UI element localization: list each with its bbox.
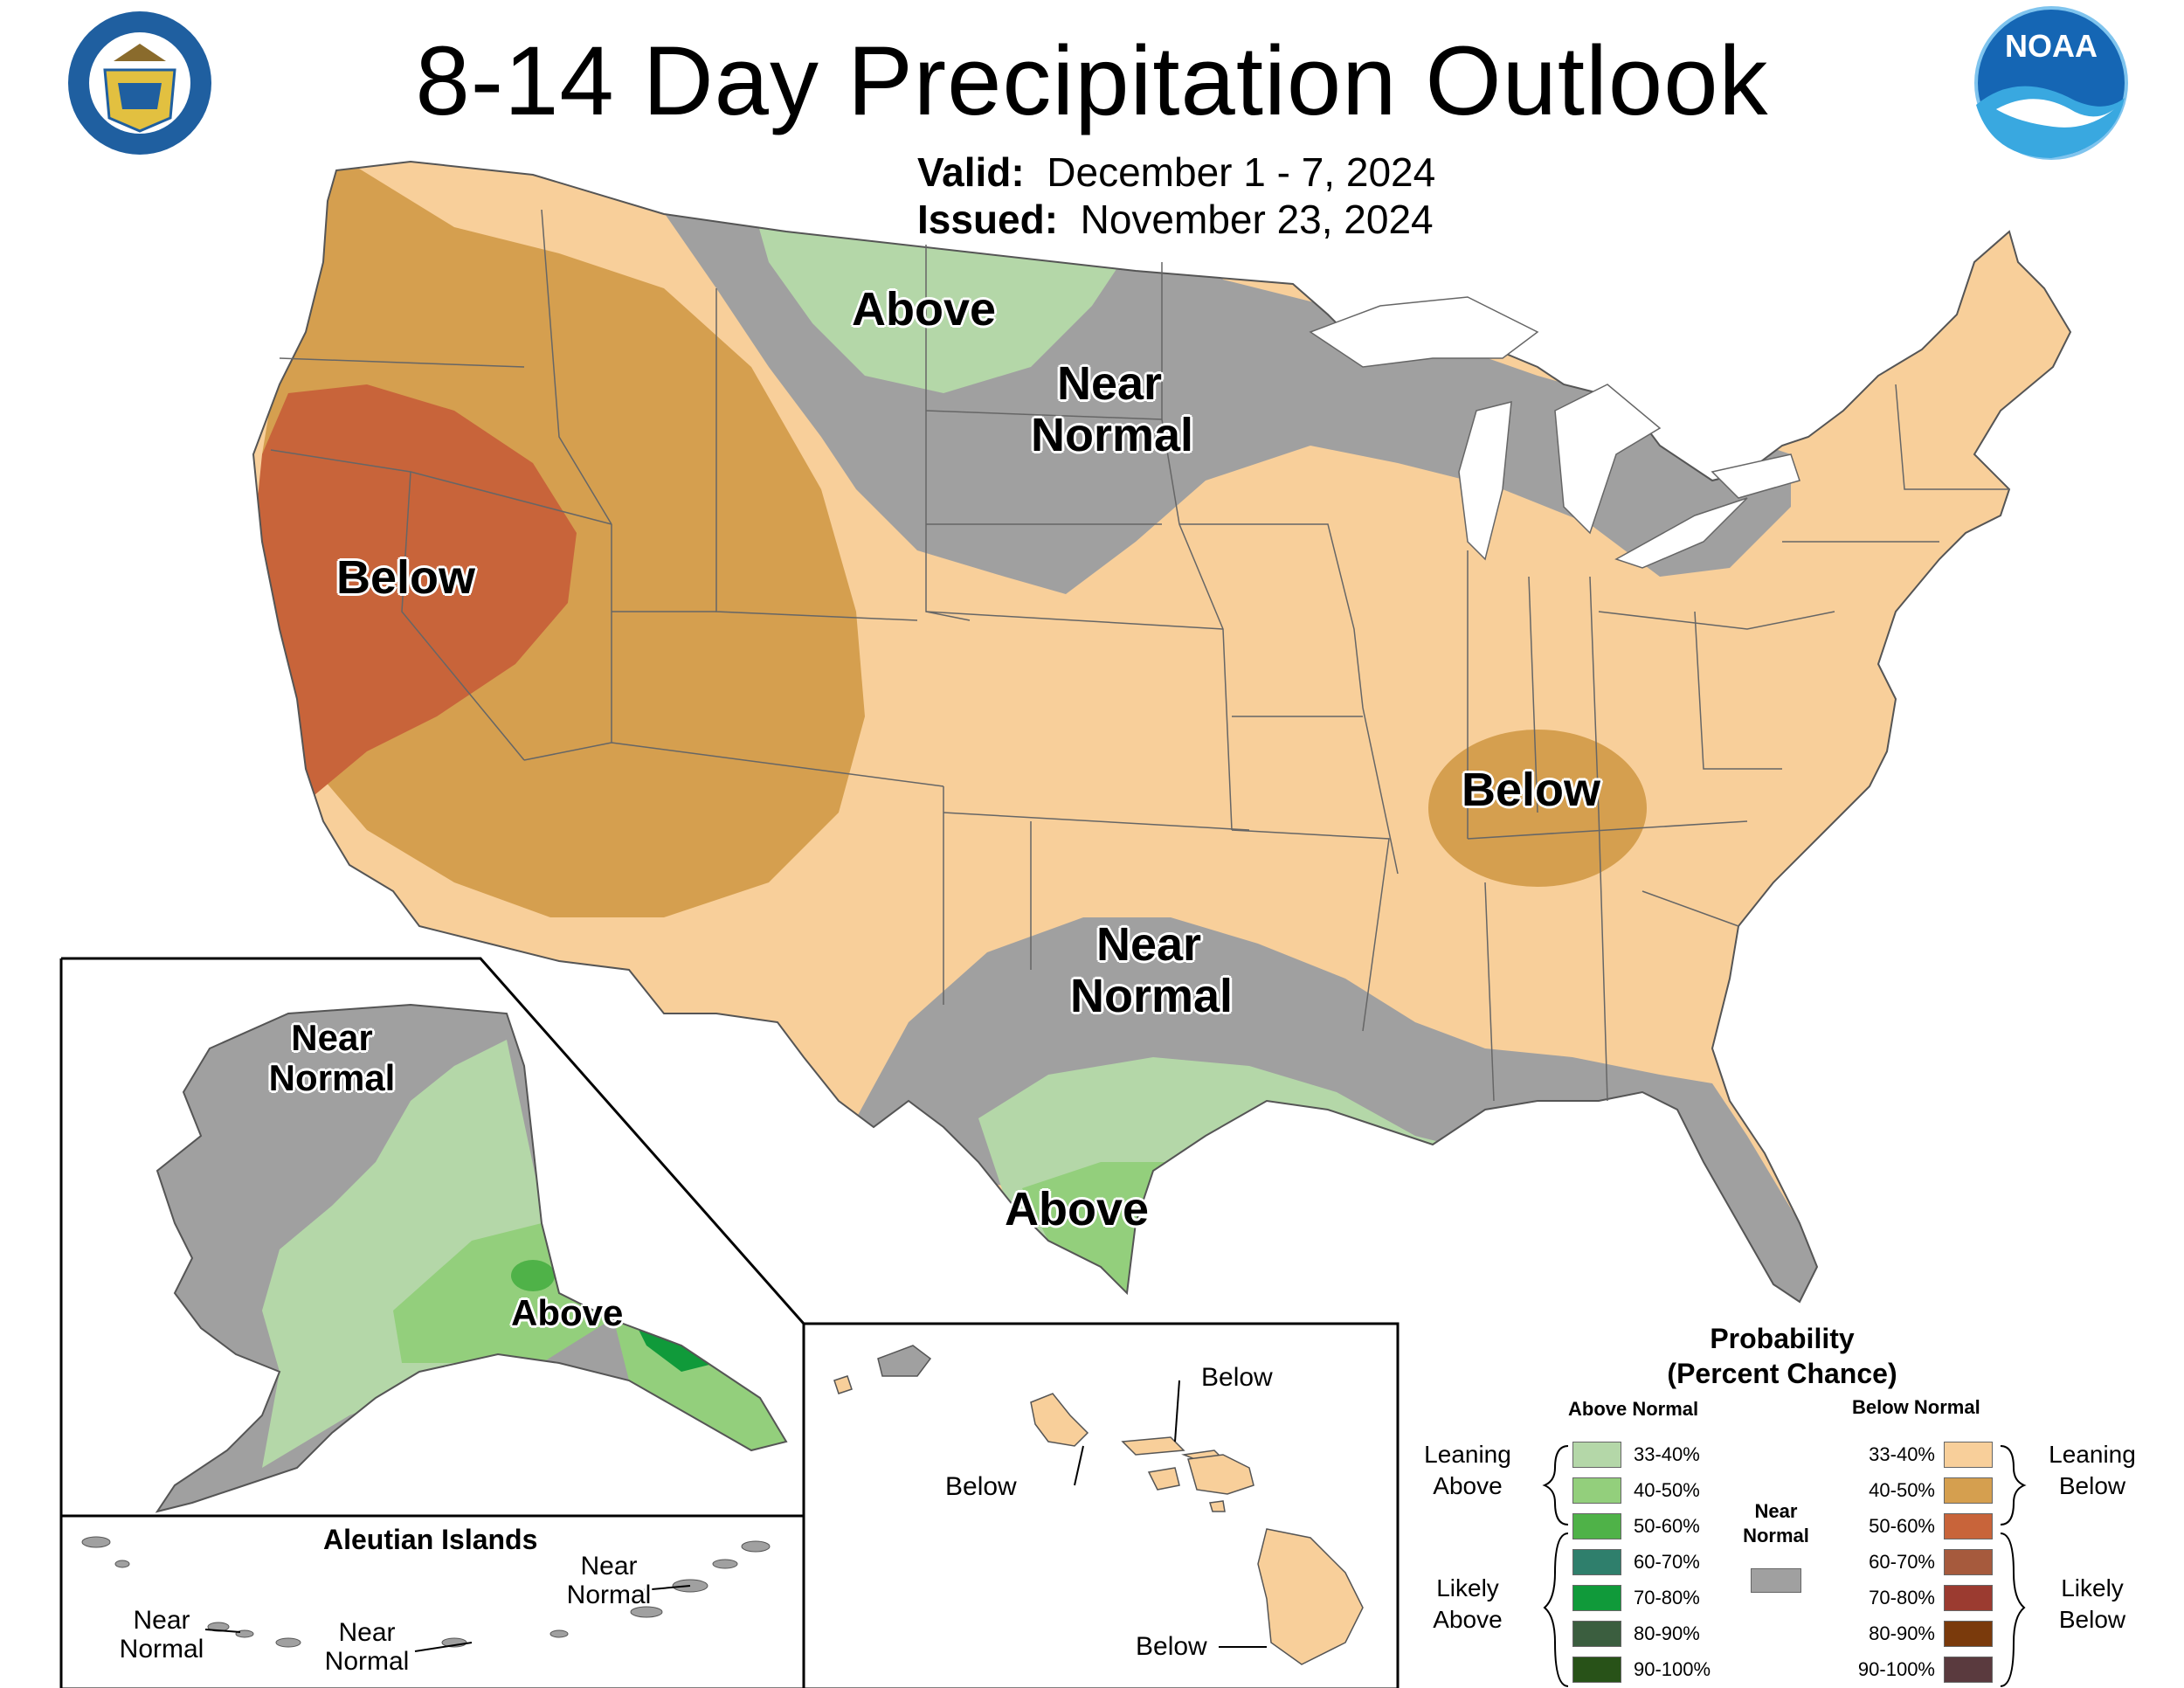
noaa-logo-icon <box>1974 6 2128 160</box>
legend-likely-below-line1: Likely <box>2061 1574 2124 1602</box>
commerce-seal-icon <box>68 11 211 155</box>
noaa-text: NOAA <box>2005 28 2098 64</box>
legend-swatch <box>1944 1585 1993 1611</box>
legend-swatch-label: 70-80% <box>1869 1587 1935 1608</box>
legend-swatch-label: 60-70% <box>1634 1551 1700 1573</box>
legend-likely-below: Likely Below <box>2035 1573 2149 1636</box>
legend-title: Probability (Percent Chance) <box>1642 1321 1922 1391</box>
label-south-near: Near Normal <box>1070 918 1234 1023</box>
legend-leaning-above-line2: Above <box>1433 1472 1503 1499</box>
label-aleut-near-c: Near Normal <box>561 1552 657 1609</box>
legend-swatch <box>1572 1442 1621 1468</box>
label-north-near: Near Normal <box>1031 357 1194 462</box>
legend-near-normal-swatch <box>1751 1568 1801 1593</box>
legend-leaning-below-line2: Below <box>2058 1472 2126 1499</box>
label-south-near-line1: Near <box>1095 918 1202 971</box>
legend-likely-above-line1: Likely <box>1436 1574 1499 1602</box>
legend-swatch <box>1572 1621 1621 1647</box>
label-ak-near-line2: Normal <box>268 1057 396 1099</box>
label-ak-above: Above <box>511 1292 624 1333</box>
legend-near-line1: Near <box>1754 1500 1798 1522</box>
legend-brackets <box>1542 1445 2027 1687</box>
below-west-50-60 <box>253 384 577 795</box>
label-south-near-line2: Normal <box>1070 970 1234 1023</box>
legend-leaning-below: Leaning Below <box>2035 1439 2149 1502</box>
legend-leaning-above: Leaning Above <box>1411 1439 1524 1502</box>
legend-near-line2: Normal <box>1743 1525 1809 1546</box>
legend-swatch <box>1944 1621 1993 1647</box>
label-north-near-line1: Near <box>1056 357 1163 410</box>
legend-swatch <box>1572 1657 1621 1683</box>
legend-swatch-label: 90-100% <box>1857 1658 1935 1680</box>
label-ak-near-line1: Near <box>291 1017 373 1058</box>
legend-swatch-label: 50-60% <box>1634 1515 1700 1537</box>
label-hi-below-3: Below <box>1136 1632 1207 1661</box>
legend-title-line2: (Percent Chance) <box>1667 1358 1897 1389</box>
legend-swatch-label: 33-40% <box>1634 1443 1700 1465</box>
legend-swatch-label: 50-60% <box>1869 1515 1935 1537</box>
legend-swatch <box>1572 1585 1621 1611</box>
label-aleut-near-a-line1: Near <box>133 1606 190 1635</box>
legend-swatch <box>1572 1513 1621 1539</box>
great-lakes <box>1309 296 1800 569</box>
alaska-map <box>157 1005 786 1512</box>
issued-value: November 23, 2024 <box>1080 197 1434 242</box>
label-hi-below-2: Below <box>945 1472 1017 1501</box>
legend-above-head: Above Normal <box>1568 1398 1699 1420</box>
legend-swatch-label: 60-70% <box>1869 1551 1935 1573</box>
legend-swatch-label: 80-90% <box>1634 1622 1700 1644</box>
legend-swatch <box>1572 1477 1621 1504</box>
legend-leaning-above-line1: Leaning <box>1424 1441 1511 1468</box>
legend-swatch <box>1944 1549 1993 1575</box>
hawaii-map <box>833 1345 1364 1665</box>
legend-swatch-label: 33-40% <box>1869 1443 1935 1465</box>
label-aleut-near-b-line1: Near <box>338 1618 396 1647</box>
legend-swatch-label: 40-50% <box>1634 1479 1700 1501</box>
label-tn-below: Below <box>1462 764 1601 816</box>
legend-likely-above-line2: Above <box>1433 1606 1503 1633</box>
label-aleut-near-a-line2: Normal <box>119 1635 204 1664</box>
label-aleut-near-a: Near Normal <box>114 1606 210 1664</box>
legend-swatch <box>1944 1442 1993 1468</box>
valid-value: December 1 - 7, 2024 <box>1047 149 1436 195</box>
label-north-near-line2: Normal <box>1031 409 1194 462</box>
date-info: Valid: December 1 - 7, 2024 Issued: Nove… <box>917 149 1435 243</box>
legend-near-normal-label: Near Normal <box>1741 1499 1811 1548</box>
legend-likely-above: Likely Above <box>1411 1573 1524 1636</box>
legend-likely-below-line2: Below <box>2058 1606 2126 1633</box>
legend-swatch <box>1944 1477 1993 1504</box>
label-aleut-near-c-line1: Near <box>580 1552 638 1581</box>
label-aleut-near-b-line2: Normal <box>324 1647 410 1676</box>
label-ak-near: Near Normal <box>262 1017 402 1099</box>
label-hi-below-1: Below <box>1201 1363 1273 1392</box>
label-north-above: Above <box>852 283 997 336</box>
legend-swatch <box>1944 1513 1993 1539</box>
legend-swatch <box>1572 1549 1621 1575</box>
issued-label: Issued: <box>917 197 1059 242</box>
legend-swatch-label: 90-100% <box>1634 1658 1711 1680</box>
valid-label: Valid: <box>917 149 1025 195</box>
legend-title-line1: Probability <box>1710 1323 1855 1354</box>
label-aleut-near-c-line2: Normal <box>566 1581 652 1609</box>
legend-below-head: Below Normal <box>1852 1396 1980 1418</box>
legend-swatch-label: 70-80% <box>1634 1587 1700 1608</box>
legend-leaning-below-line1: Leaning <box>2049 1441 2136 1468</box>
legend-swatch-label: 40-50% <box>1869 1479 1935 1501</box>
legend-swatch-label: 80-90% <box>1869 1622 1935 1644</box>
label-aleut-near-b: Near Normal <box>319 1618 415 1676</box>
label-texas-above: Above <box>1005 1183 1150 1235</box>
legend-swatch <box>1944 1657 1993 1683</box>
state-lines <box>270 209 2009 1102</box>
page-title: 8-14 Day Precipitation Outlook <box>415 26 1769 135</box>
label-west-below: Below <box>336 551 476 604</box>
aleutian-title: Aleutian Islands <box>323 1524 538 1555</box>
